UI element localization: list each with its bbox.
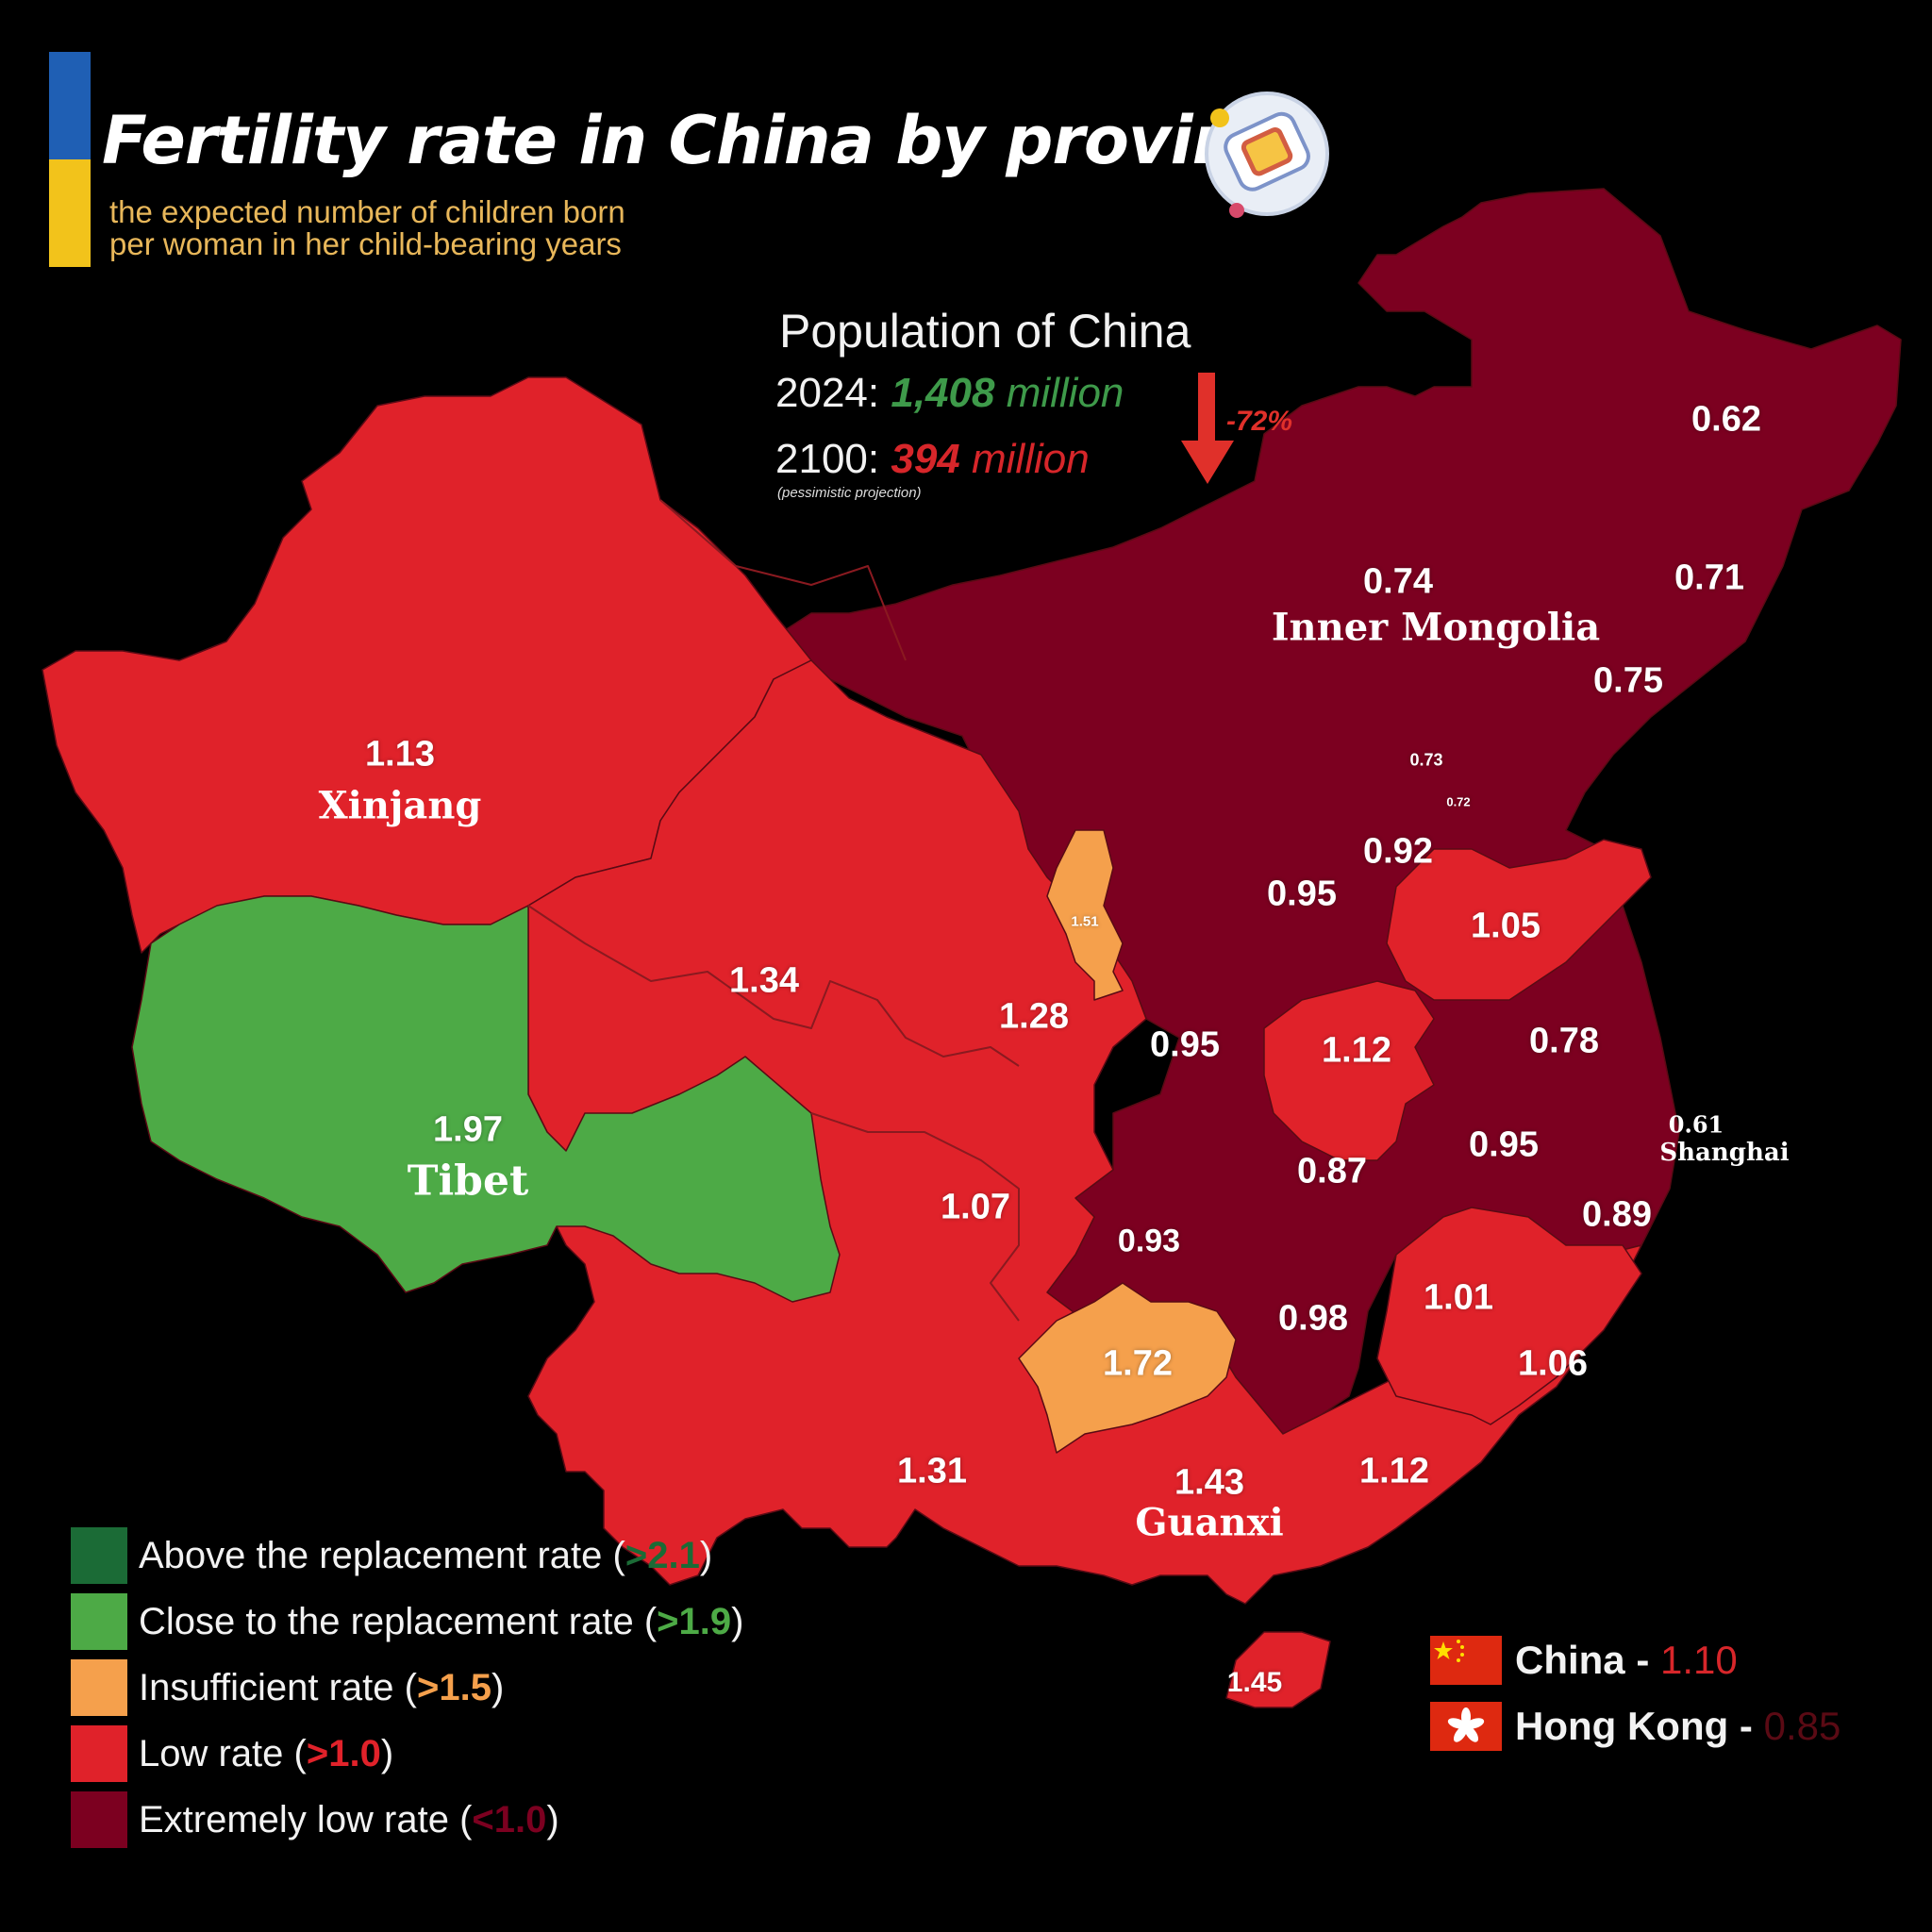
- value-jilin: 0.71: [1674, 558, 1744, 598]
- value-zhejiang: 0.89: [1582, 1194, 1652, 1235]
- population-2024: 2024: 1,408 million: [775, 370, 1124, 417]
- label-tibet: Tibet: [407, 1157, 529, 1206]
- value-guizhou: 1.72: [1103, 1343, 1173, 1384]
- legend-label-above: Above the replacement rate (>2.1): [139, 1534, 713, 1576]
- population-2100: 2100: 394 million: [775, 436, 1090, 483]
- value-tibet: 1.97: [433, 1109, 503, 1150]
- value-heilongjiang: 0.62: [1691, 399, 1761, 440]
- label-inner-mongolia: Inner Mongolia: [1271, 605, 1601, 650]
- label-shanghai: Shanghai: [1659, 1139, 1790, 1167]
- population-change: -72%: [1226, 406, 1293, 437]
- national-hong-kong: Hong Kong - 0.85: [1430, 1702, 1840, 1751]
- region-insufficient-guizhou: [1018, 1282, 1237, 1454]
- legend-item-low: Low rate (>1.0): [71, 1724, 393, 1783]
- value-beijing: 0.73: [1409, 750, 1443, 770]
- region-low-hainan: [1225, 1631, 1331, 1708]
- label-xinjiang: Xinjang: [318, 783, 482, 828]
- value-ningxia: 1.51: [1071, 913, 1099, 930]
- national-china: China - 1.10: [1430, 1636, 1738, 1685]
- legend-swatch-insufficient: [71, 1659, 127, 1716]
- subtitle-line-2: per woman in her child-bearing years: [109, 226, 622, 261]
- value-hainan: 1.45: [1226, 1667, 1283, 1698]
- value-jiangxi: 1.01: [1424, 1277, 1493, 1318]
- legend-swatch-low: [71, 1725, 127, 1782]
- value-shaanxi: 0.95: [1150, 1024, 1220, 1065]
- legend-item-close: Close to the replacement rate (>1.9): [71, 1592, 743, 1651]
- legend-swatch-above: [71, 1527, 127, 1584]
- value-tianjin: 0.72: [1446, 794, 1471, 809]
- hong-kong-flag-icon: [1430, 1702, 1502, 1751]
- down-arrow-icon: [1181, 373, 1234, 484]
- value-anhui: 0.95: [1469, 1124, 1539, 1165]
- region-insufficient-ningxia: [1046, 829, 1124, 1001]
- legend-item-extremely-low: Extremely low rate (<1.0): [71, 1790, 559, 1849]
- value-henan: 1.12: [1322, 1030, 1391, 1071]
- population-2100-value: 394: [891, 436, 960, 482]
- population-2100-prefix: 2100:: [775, 436, 880, 482]
- value-hunan: 0.98: [1278, 1298, 1348, 1339]
- baby-bottle-logo-icon: [1205, 92, 1329, 218]
- population-2100-unit: million: [972, 436, 1090, 482]
- value-gansu: 1.34: [729, 960, 799, 1001]
- value-shanghai: 0.61: [1668, 1110, 1724, 1139]
- flag-bar-blue: [49, 52, 91, 159]
- map-subtitle: the expected number of children born per…: [109, 196, 625, 260]
- value-jiangsu: 0.78: [1529, 1021, 1599, 1061]
- legend-swatch-close: [71, 1593, 127, 1650]
- map-title: Fertility rate in China by province: [102, 102, 1321, 179]
- national-china-text: China - 1.10: [1515, 1638, 1738, 1682]
- projection-note: (pessimistic projection): [777, 485, 922, 501]
- population-2024-prefix: 2024:: [775, 370, 880, 416]
- value-xinjiang: 1.13: [365, 734, 435, 774]
- population-2024-unit: million: [1006, 370, 1124, 416]
- legend-label-extremely-low: Extremely low rate (<1.0): [139, 1798, 559, 1840]
- legend-label-low: Low rate (>1.0): [139, 1732, 394, 1774]
- value-liaoning: 0.75: [1593, 660, 1663, 701]
- population-title: Population of China: [779, 305, 1191, 358]
- region-close-tibet: [131, 895, 841, 1303]
- value-shandong: 1.05: [1471, 906, 1541, 946]
- value-hubei: 0.87: [1297, 1151, 1367, 1191]
- value-guangdong: 1.12: [1359, 1451, 1429, 1491]
- value-chongqing: 0.93: [1117, 1223, 1181, 1259]
- region-low-henan: [1263, 980, 1435, 1161]
- population-2024-value: 1,408: [891, 370, 995, 416]
- label-guangxi: Guanxi: [1135, 1500, 1284, 1545]
- national-hong-kong-text: Hong Kong - 0.85: [1515, 1704, 1841, 1748]
- value-sichuan: 1.07: [941, 1187, 1010, 1227]
- value-inner-mongolia: 0.74: [1363, 561, 1433, 602]
- subtitle-line-1: the expected number of children born: [109, 194, 625, 229]
- legend-item-above: Above the replacement rate (>2.1): [71, 1526, 712, 1585]
- region-extremely-low-northeast: [678, 188, 1902, 1435]
- region-low-shandong: [1386, 839, 1652, 1001]
- value-guangxi: 1.43: [1174, 1462, 1244, 1503]
- legend-swatch-extremely-low: [71, 1791, 127, 1848]
- legend-label-close: Close to the replacement rate (>1.9): [139, 1600, 744, 1642]
- value-shaanxi-north: 1.28: [999, 996, 1069, 1037]
- legend-label-insufficient: Insufficient rate (>1.5): [139, 1666, 505, 1708]
- value-yunnan: 1.31: [897, 1451, 967, 1491]
- value-fujian: 1.06: [1518, 1343, 1588, 1384]
- china-flag-icon: [1430, 1636, 1502, 1685]
- ukraine-flag-bar: [49, 52, 91, 267]
- flag-bar-yellow: [49, 159, 91, 267]
- value-shanxi: 0.95: [1267, 874, 1337, 914]
- legend-item-insufficient: Insufficient rate (>1.5): [71, 1658, 504, 1717]
- region-low-jiangxi-fujian: [1376, 1207, 1642, 1425]
- value-hebei: 0.92: [1363, 831, 1433, 872]
